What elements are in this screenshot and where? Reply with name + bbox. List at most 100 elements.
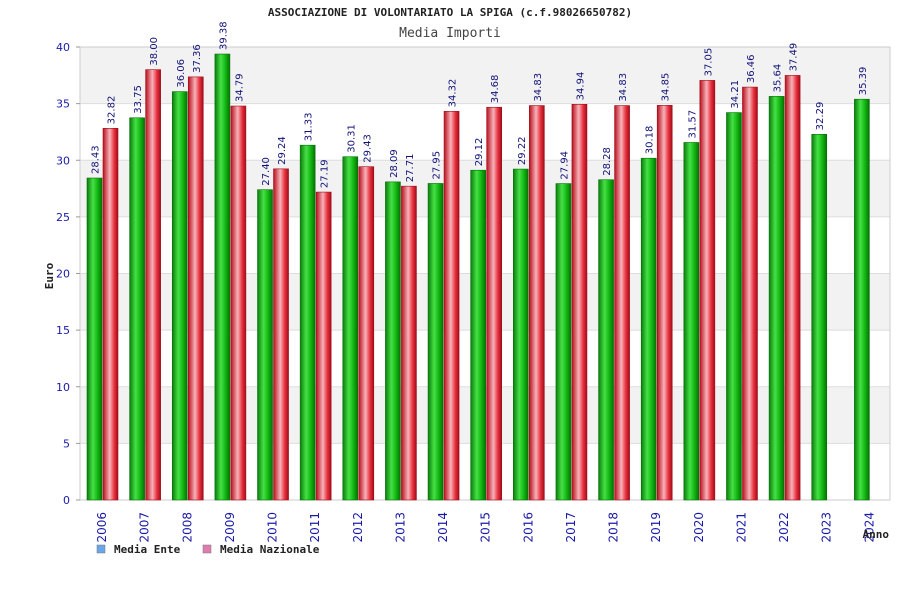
- y-axis-label: Euro: [43, 262, 56, 289]
- data-label: 38.00: [149, 37, 160, 66]
- bar-media-ente: [257, 189, 273, 501]
- y-tick-label: 15: [56, 324, 70, 337]
- y-tick-label: 10: [56, 381, 70, 394]
- bar-media-nazionale: [742, 86, 758, 501]
- data-label: 28.43: [91, 145, 102, 174]
- x-tick-label: 2013: [393, 512, 407, 543]
- data-label: 27.71: [405, 154, 416, 183]
- data-label: 30.31: [346, 124, 357, 153]
- bar-media-nazionale: [784, 75, 801, 501]
- x-tick-label: 2022: [777, 512, 791, 543]
- bar-media-ente: [640, 157, 657, 501]
- bar-media-ente: [342, 156, 359, 501]
- bar-media-nazionale: [443, 111, 460, 501]
- x-tick-label: 2018: [607, 512, 621, 543]
- bar-media-ente: [129, 117, 145, 501]
- legend-swatch-media-ente: [96, 544, 106, 554]
- x-tick-label: 2012: [351, 512, 365, 543]
- data-label: 34.68: [490, 75, 501, 104]
- bar-media-ente: [470, 169, 486, 501]
- bar-media-ente: [427, 183, 444, 501]
- data-label: 29.43: [362, 134, 373, 163]
- bar-media-ente: [683, 142, 700, 501]
- data-label: 39.38: [218, 21, 229, 50]
- data-label: 28.09: [389, 149, 400, 178]
- y-tick-label: 20: [56, 268, 70, 281]
- bar-media-nazionale: [401, 185, 417, 501]
- x-axis-label: Anno: [863, 528, 890, 541]
- bar-media-ente: [214, 53, 231, 501]
- chart-title: ASSOCIAZIONE DI VOLONTARIATO LA SPIGA (c…: [268, 6, 632, 19]
- data-label: 27.19: [320, 159, 331, 188]
- data-label: 34.32: [448, 79, 459, 108]
- x-tick-label: 2021: [734, 512, 748, 543]
- bar-media-ente: [598, 179, 614, 501]
- data-label: 36.46: [746, 54, 757, 83]
- x-tick-label: 2010: [266, 512, 280, 543]
- bar-media-nazionale: [358, 166, 375, 501]
- y-tick-label: 40: [56, 41, 70, 54]
- data-label: 34.79: [234, 73, 245, 102]
- x-tick-label: 2015: [479, 512, 493, 543]
- data-label: 34.94: [575, 72, 586, 101]
- data-label: 37.49: [789, 43, 800, 72]
- x-tick-label: 2006: [95, 512, 109, 543]
- bar-media-ente: [171, 91, 188, 501]
- bar-media-nazionale: [187, 76, 204, 501]
- data-label: 29.24: [277, 136, 288, 165]
- x-tick-label: 2011: [308, 512, 322, 543]
- bar-media-nazionale: [145, 69, 161, 501]
- x-tick-label: 2008: [180, 512, 194, 543]
- x-tick-label: 2016: [521, 512, 535, 543]
- x-tick-label: 2020: [692, 512, 706, 543]
- bar-media-nazionale: [529, 105, 545, 501]
- x-tick-label: 2024: [862, 512, 876, 543]
- bar-media-ente: [768, 96, 785, 501]
- data-label: 35.39: [858, 67, 869, 96]
- y-tick-label: 35: [56, 98, 70, 111]
- x-tick-label: 2019: [649, 512, 663, 543]
- data-label: 31.33: [304, 113, 315, 142]
- x-tick-label: 2017: [564, 512, 578, 543]
- data-label: 32.29: [815, 102, 826, 131]
- data-label: 29.22: [517, 136, 528, 165]
- data-label: 37.36: [192, 44, 203, 73]
- bars: 28.43 32.82 33.75 38.00 36.06 37.36 39.38 34.79…: [86, 21, 870, 501]
- bar-media-nazionale: [230, 105, 247, 501]
- data-label: 33.75: [133, 85, 144, 114]
- bar-media-ente: [811, 134, 828, 501]
- data-label: 34.83: [533, 73, 544, 102]
- x-axis: 2006 2007 2008 2009 2010 2011 2012 2013 2014 2015…: [95, 512, 876, 543]
- y-tick-label: 5: [63, 437, 70, 450]
- bar-media-ente: [555, 183, 572, 501]
- data-label: 27.40: [261, 157, 272, 186]
- data-label: 35.64: [773, 64, 784, 93]
- data-label: 31.57: [687, 110, 698, 139]
- bar-media-ente: [726, 112, 742, 501]
- legend-label-media-ente: Media Ente: [114, 543, 181, 556]
- x-tick-label: 2023: [820, 512, 834, 543]
- data-label: 37.05: [703, 48, 714, 77]
- legend-swatch-media-nazionale: [202, 544, 212, 554]
- x-tick-label: 2009: [223, 512, 237, 543]
- data-label: 29.12: [474, 138, 485, 167]
- bar-media-nazionale: [315, 191, 332, 501]
- legend: Media Ente Media Nazionale: [96, 543, 320, 556]
- bar-media-nazionale: [699, 80, 716, 501]
- data-label: 30.18: [645, 126, 656, 155]
- data-label: 27.94: [559, 151, 570, 180]
- bar-media-ente: [385, 181, 401, 501]
- bar-media-nazionale: [486, 106, 502, 501]
- data-label: 27.95: [432, 151, 443, 180]
- bar-media-ente: [513, 168, 529, 501]
- y-tick-label: 30: [56, 154, 70, 167]
- bar-media-ente: [854, 98, 870, 501]
- data-label: 34.85: [661, 73, 672, 102]
- data-label: 32.82: [107, 96, 118, 125]
- bar-media-ente: [86, 177, 103, 501]
- x-tick-label: 2014: [436, 512, 450, 543]
- data-label: 34.83: [618, 73, 629, 102]
- legend-label-media-nazionale: Media Nazionale: [220, 543, 320, 556]
- x-tick-label: 2007: [138, 512, 152, 543]
